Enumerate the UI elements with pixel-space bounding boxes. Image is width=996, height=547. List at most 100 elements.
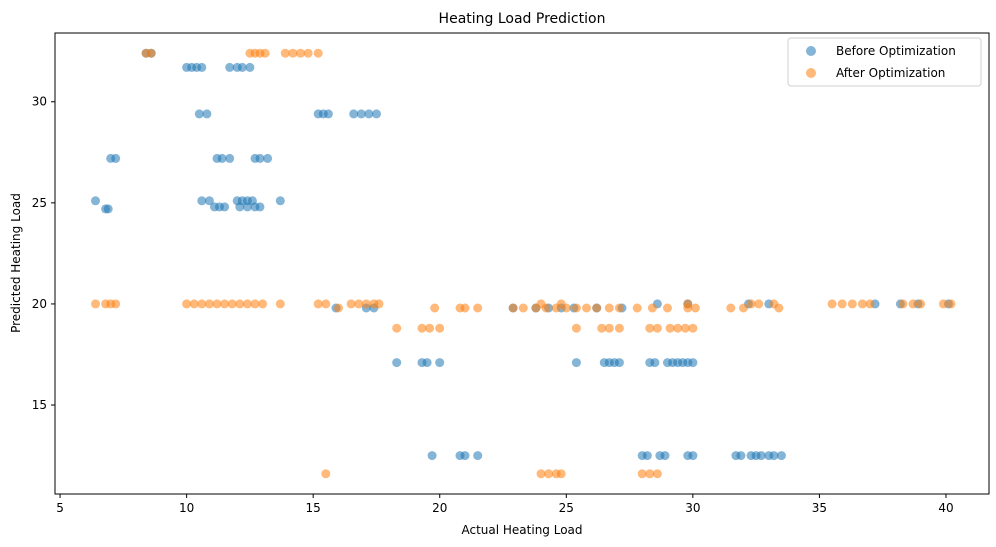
after-point <box>536 469 546 479</box>
x-tick-label: 10 <box>179 501 194 515</box>
after-point <box>374 299 384 309</box>
after-point <box>321 469 331 479</box>
y-tick-label: 30 <box>32 95 47 109</box>
x-tick-label: 5 <box>56 501 64 515</box>
before-point <box>427 451 437 461</box>
after-point <box>313 48 323 58</box>
x-tick-label: 15 <box>306 501 321 515</box>
before-point <box>776 451 786 461</box>
before-point <box>323 109 333 119</box>
after-point <box>556 469 566 479</box>
after-point <box>425 323 435 333</box>
y-axis-ticks: 15 20 25 30 <box>32 95 55 412</box>
after-point <box>197 299 207 309</box>
before-point <box>194 109 204 119</box>
after-point <box>321 299 331 309</box>
after-point <box>275 299 285 309</box>
after-point <box>604 303 614 313</box>
after-point <box>430 303 440 313</box>
after-point <box>898 299 908 309</box>
legend-marker-before <box>806 46 816 56</box>
after-point <box>361 299 371 309</box>
after-point <box>235 299 245 309</box>
after-point <box>938 299 948 309</box>
after-point <box>536 299 546 309</box>
after-point <box>212 299 222 309</box>
after-point <box>242 299 252 309</box>
after-point <box>652 323 662 333</box>
after-point <box>182 299 192 309</box>
before-point <box>688 451 698 461</box>
before-point <box>642 451 652 461</box>
after-point <box>746 299 756 309</box>
after-point <box>652 469 662 479</box>
before-point <box>197 62 207 72</box>
before-point <box>422 358 432 368</box>
after-point <box>908 299 918 309</box>
after-point <box>258 299 268 309</box>
before-point <box>202 109 212 119</box>
after-point <box>726 303 736 313</box>
before-point <box>473 451 483 461</box>
after-point <box>417 323 427 333</box>
before-point <box>111 153 121 163</box>
plot-frame <box>54 32 990 495</box>
y-tick-label: 20 <box>32 297 47 311</box>
y-tick-label: 25 <box>32 196 47 210</box>
after-point <box>582 303 591 313</box>
after-point <box>346 299 356 309</box>
after-point <box>303 48 313 58</box>
before-point <box>263 153 273 163</box>
after-point <box>313 299 323 309</box>
before-point <box>275 196 285 206</box>
before-point <box>688 358 698 368</box>
before-point <box>650 358 660 368</box>
before-point <box>372 109 381 119</box>
before-point <box>392 358 402 368</box>
after-point <box>204 299 214 309</box>
after-point <box>645 469 655 479</box>
points-layer <box>91 48 956 479</box>
after-point <box>614 303 624 313</box>
before-point <box>460 451 470 461</box>
after-point <box>111 299 121 309</box>
after-point <box>739 303 748 313</box>
before-point <box>245 62 255 72</box>
after-point <box>837 299 847 309</box>
after-point <box>632 303 642 313</box>
legend-marker-after <box>806 68 816 78</box>
x-tick-label: 20 <box>432 501 447 515</box>
after-point <box>334 303 343 313</box>
after-point <box>946 299 956 309</box>
before-point <box>255 202 265 212</box>
after-point <box>847 299 857 309</box>
after-point <box>260 48 270 58</box>
after-point <box>220 299 230 309</box>
after-point <box>556 299 566 309</box>
after-point <box>688 323 698 333</box>
x-tick-label: 40 <box>938 501 953 515</box>
x-axis-ticks: 5 10 15 20 25 30 35 40 <box>56 494 954 515</box>
after-point <box>637 469 647 479</box>
x-tick-label: 35 <box>812 501 827 515</box>
before-point <box>255 153 265 163</box>
legend: Before Optimization After Optimization <box>787 37 982 87</box>
before-point <box>225 153 235 163</box>
before-point <box>614 358 624 368</box>
before-point <box>756 451 766 461</box>
after-point <box>857 299 867 309</box>
after-point <box>916 299 926 309</box>
before-point <box>220 202 230 212</box>
before-point <box>235 202 245 212</box>
after-point <box>473 303 483 313</box>
before-point <box>356 109 366 119</box>
before-point <box>571 358 581 368</box>
y-tick-label: 15 <box>32 398 47 412</box>
after-point <box>673 323 683 333</box>
before-point <box>217 153 227 163</box>
before-point <box>204 196 214 206</box>
after-point <box>189 299 199 309</box>
after-point <box>280 48 290 58</box>
